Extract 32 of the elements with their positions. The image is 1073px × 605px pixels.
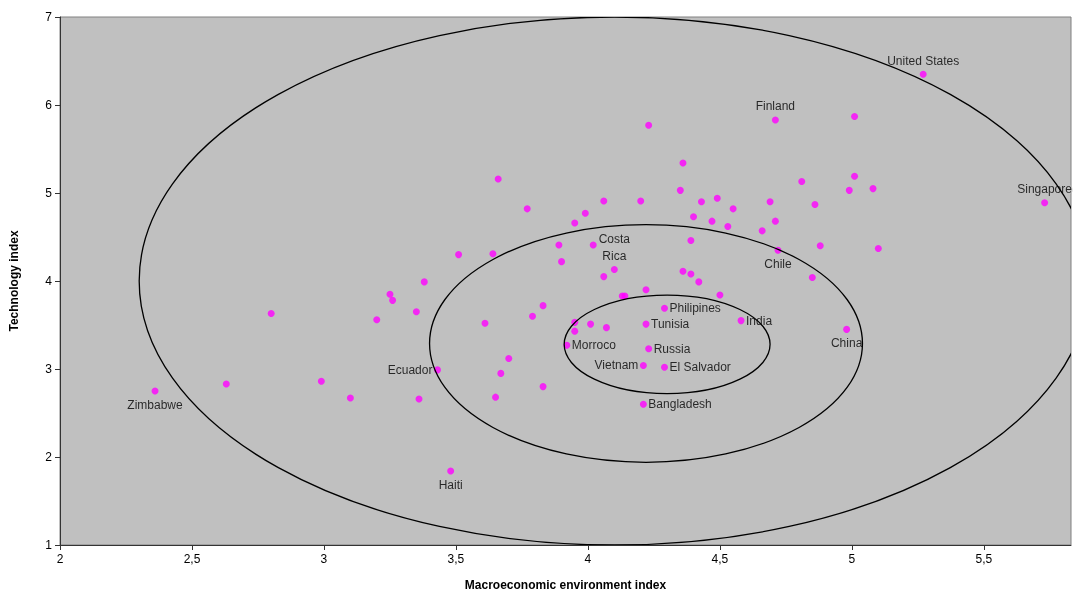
annotation: Ecuador (387, 362, 433, 377)
y-tick-label: 2 (45, 450, 53, 464)
x-tick-label: 5 (848, 552, 856, 566)
y-tick-label: 6 (45, 98, 53, 112)
x-tick-label: 2,5 (183, 552, 201, 566)
x-tick-label: 4,5 (711, 552, 729, 566)
annotation: Chile (764, 256, 792, 271)
y-axis-title: Technology index (7, 230, 21, 332)
annotation: Finland (755, 99, 796, 114)
annotation: Zimbabwe (127, 397, 184, 412)
x-axis-title: Macroeconomic environment index (464, 578, 667, 592)
x-tick-label: 5,5 (975, 552, 993, 566)
y-tick-label: 4 (45, 274, 53, 288)
x-tick-label: 3,5 (447, 552, 465, 566)
y-tick-label: 5 (45, 186, 53, 200)
y-tick-label: 1 (45, 538, 53, 552)
annotation: Philipines (669, 301, 721, 316)
annotation: Russia (653, 341, 691, 356)
y-tick-label: 3 (45, 362, 53, 376)
annotation: Morroco (571, 338, 617, 353)
y-tick-label: 7 (45, 10, 53, 24)
x-tick-label: 4 (584, 552, 592, 566)
annotation: China (830, 335, 863, 350)
x-tick-label: 2 (56, 552, 64, 566)
annotation: Costa Rica (598, 232, 631, 264)
annotation: Tunisia (651, 317, 690, 332)
x-tick-label: 3 (320, 552, 328, 566)
annotation: Vietnam (594, 358, 639, 373)
annotation: Haiti (438, 477, 463, 492)
annotation: United States (887, 53, 960, 68)
annotation: Bangladesh (648, 397, 712, 412)
annotation: El Salvador (669, 360, 731, 375)
